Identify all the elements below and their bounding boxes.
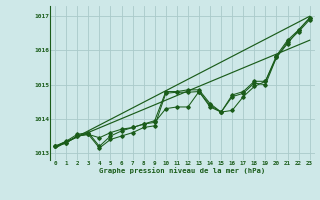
X-axis label: Graphe pression niveau de la mer (hPa): Graphe pression niveau de la mer (hPa) (99, 167, 266, 174)
